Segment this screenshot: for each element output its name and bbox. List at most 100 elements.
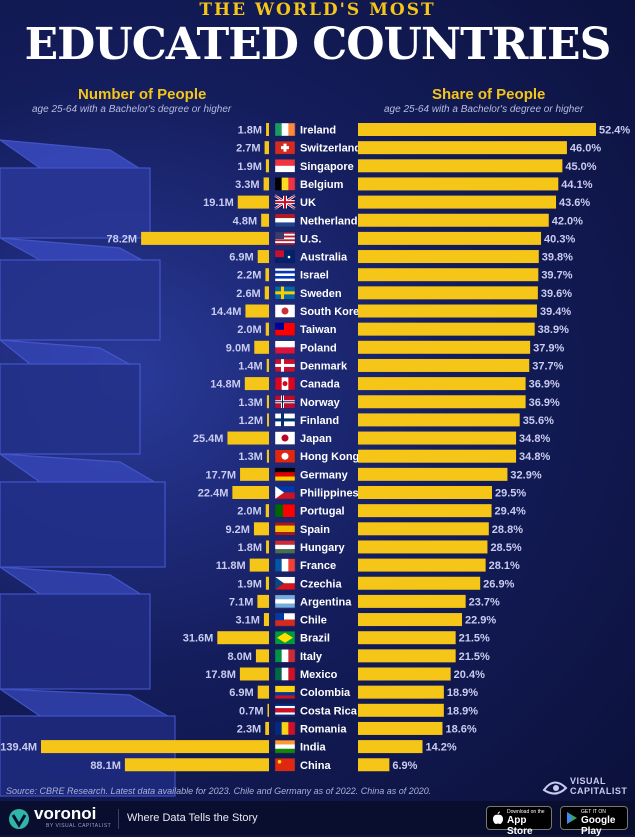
left-value-label-22: 9.2M — [225, 524, 249, 536]
right-value-label-6: 40.3% — [544, 233, 575, 245]
singapore-flag-icon — [274, 159, 296, 173]
left-value-label-11: 2.0M — [237, 324, 261, 336]
right-bar-18 — [358, 449, 517, 463]
japan-flag-icon — [274, 431, 296, 445]
app-store-label: App Store — [507, 815, 533, 837]
country-label-28: Brazil — [300, 633, 330, 645]
right-value-label-0: 52.4% — [599, 125, 630, 137]
right-bar-3 — [358, 177, 559, 191]
right-bar-10 — [358, 304, 537, 318]
app-store-small-label: Download on the — [507, 809, 545, 815]
source-note: Source: CBRE Research. Latest data avail… — [6, 786, 432, 796]
right-value-label-11: 38.9% — [538, 324, 569, 336]
right-bar-23 — [358, 540, 488, 554]
left-bar-4 — [237, 195, 269, 209]
country-label-4: UK — [300, 197, 316, 209]
country-label-30: Mexico — [300, 669, 338, 681]
left-bar-28 — [217, 631, 269, 645]
chart-kicker: THE WORLD'S MOST — [199, 0, 436, 20]
right-value-label-34: 14.2% — [425, 742, 456, 754]
country-label-14: Canada — [300, 379, 341, 391]
left-value-label-28: 31.6M — [183, 633, 214, 645]
left-bar-10 — [245, 304, 269, 318]
belgium-flag-icon — [274, 177, 296, 191]
left-bar-14 — [244, 377, 269, 391]
right-value-label-35: 6.9% — [392, 760, 417, 772]
left-bar-19 — [240, 467, 269, 481]
google-play-label: Google Play — [581, 815, 616, 837]
left-value-label-30: 17.8M — [205, 669, 236, 681]
sweden-flag-icon — [274, 286, 296, 300]
left-bar-34 — [41, 740, 269, 754]
left-bar-7 — [257, 250, 269, 264]
country-label-20: Philippines — [300, 488, 359, 500]
right-bar-19 — [358, 467, 508, 481]
right-bar-12 — [358, 340, 531, 354]
right-bar-20 — [358, 486, 492, 499]
app-store-button[interactable]: Download on the App Store — [486, 806, 552, 837]
right-bar-28 — [358, 631, 456, 645]
mexico-flag-icon — [274, 667, 296, 681]
argentina-flag-icon — [274, 594, 296, 609]
right-value-label-18: 34.8% — [519, 451, 550, 463]
footer-tagline: Where Data Tells the Story — [127, 812, 258, 824]
right-value-label-1: 46.0% — [570, 143, 601, 155]
left-bar-22 — [253, 522, 269, 536]
country-label-1: Switzerland — [300, 143, 361, 155]
left-value-label-25: 1.9M — [237, 578, 261, 590]
right-bar-4 — [358, 195, 557, 209]
voronoi-logo-icon[interactable] — [8, 808, 30, 830]
philippines-flag-icon — [274, 485, 296, 500]
israel-flag-icon — [274, 268, 296, 282]
apple-icon — [493, 811, 503, 824]
left-column-title: Number of People — [78, 86, 207, 103]
country-label-18: Hong Kong — [300, 451, 359, 463]
left-bar-29 — [255, 649, 269, 663]
left-value-label-1: 2.7M — [236, 143, 260, 155]
left-value-label-26: 7.1M — [229, 596, 253, 608]
country-label-27: Chile — [300, 615, 327, 627]
colombia-flag-icon — [274, 685, 296, 699]
right-bar-9 — [358, 286, 538, 300]
country-label-12: Poland — [300, 342, 337, 354]
country-label-2: Singapore — [300, 161, 354, 173]
visual-capitalist-wordmark: VISUAL CAPITALIST — [570, 776, 628, 796]
france-flag-icon — [274, 558, 296, 572]
voronoi-brand-name[interactable]: voronoi — [34, 804, 97, 823]
right-value-label-14: 36.9% — [529, 379, 560, 391]
right-bar-7 — [358, 250, 539, 264]
norway-flag-icon — [274, 395, 296, 409]
left-bar-17 — [227, 431, 269, 445]
taiwan-flag-icon — [274, 322, 296, 336]
left-bar-18 — [266, 449, 269, 463]
left-bar-26 — [257, 594, 269, 608]
right-value-label-23: 28.5% — [490, 542, 521, 554]
country-label-9: Sweden — [300, 288, 342, 300]
right-value-label-16: 35.6% — [523, 415, 554, 427]
left-bar-1 — [264, 141, 269, 155]
google-play-button[interactable]: GET IT ON Google Play — [560, 806, 628, 837]
denmark-flag-icon — [274, 358, 296, 373]
left-bar-13 — [266, 358, 269, 372]
brazil-flag-icon — [274, 631, 296, 645]
right-value-label-28: 21.5% — [459, 633, 490, 645]
left-bar-3 — [263, 177, 269, 191]
right-value-label-29: 21.5% — [459, 651, 490, 663]
right-bar-11 — [358, 322, 535, 336]
left-bar-11 — [265, 322, 269, 336]
chart-title: EDUCATED COUNTRIES — [24, 19, 612, 70]
right-value-label-27: 22.9% — [465, 615, 496, 627]
right-bar-2 — [358, 159, 563, 173]
visual-capitalist-logo-icon — [542, 781, 568, 795]
romania-flag-icon — [274, 721, 296, 736]
left-value-label-13: 1.4M — [238, 360, 262, 372]
right-value-label-22: 28.8% — [492, 524, 523, 536]
left-value-label-4: 19.1M — [203, 197, 234, 209]
right-value-label-32: 18.9% — [447, 705, 478, 717]
left-bar-6 — [141, 231, 269, 245]
left-bar-9 — [264, 286, 269, 300]
country-label-33: Romania — [300, 723, 347, 735]
right-value-label-33: 18.6% — [445, 723, 476, 735]
left-bar-33 — [265, 721, 269, 735]
country-label-0: Ireland — [300, 125, 336, 137]
